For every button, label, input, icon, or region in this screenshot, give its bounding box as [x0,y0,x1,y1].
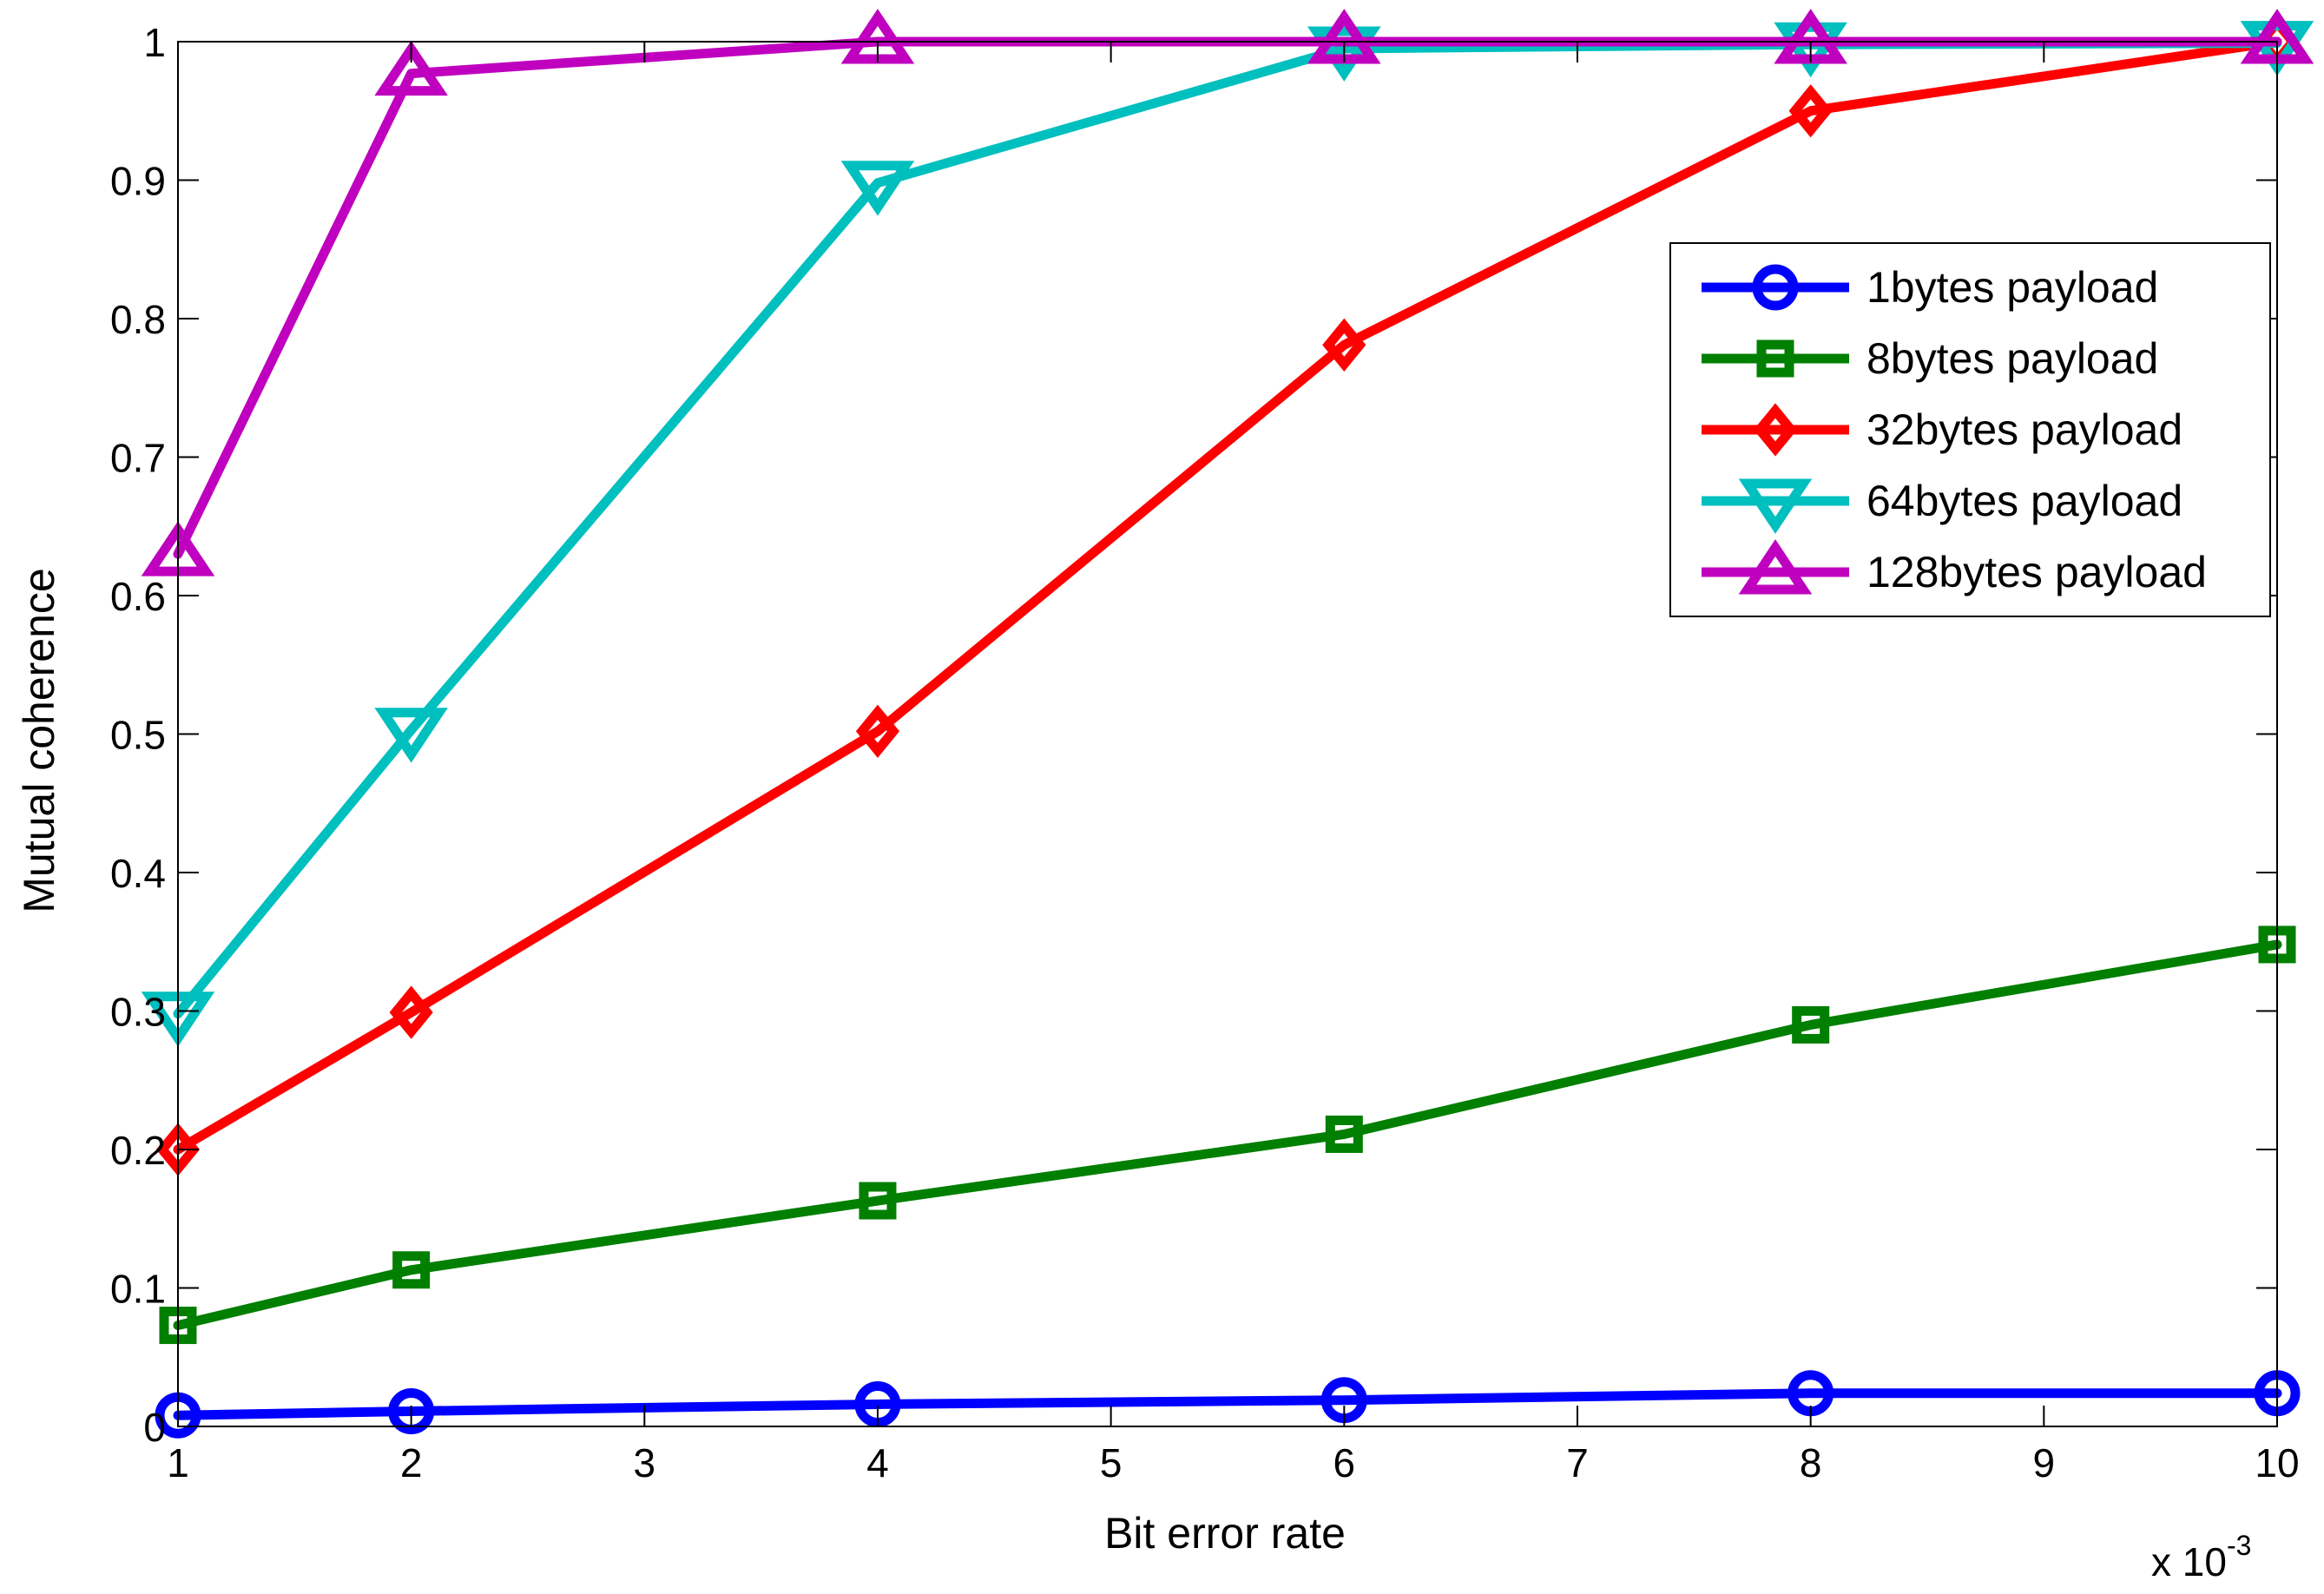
data-point [859,1182,897,1220]
series-line [173,36,2282,1155]
y-tick-label: 0.1 [110,1267,166,1312]
x-tick-label: 2 [400,1440,423,1485]
x-tick-label: 4 [866,1440,889,1485]
data-point [1322,318,1366,372]
legend-swatch-marker [1738,478,1813,534]
legend-label: 64bytes payload [1866,477,2182,525]
legend-swatch-marker [1752,264,1799,311]
legend-label: 8bytes payload [1866,334,2158,383]
x-axis-label: Bit error rate [1104,1509,1346,1558]
legend-item: 8bytes payload [1702,334,2158,383]
x-tick-label: 3 [634,1440,656,1485]
data-point [388,1387,435,1434]
y-tick-label: 0.5 [110,713,166,758]
data-point [392,1251,431,1289]
data-point [1307,26,1381,82]
data-point [855,704,900,758]
legend-label: 32bytes payload [1866,405,2182,454]
x-tick-label: 1 [167,1440,189,1485]
y-tick-label: 0.8 [110,297,166,342]
legend-label: 128bytes payload [1866,548,2207,596]
x-tick-label: 5 [1100,1440,1122,1485]
legend-label: 1bytes payload [1866,263,2158,312]
y-tick-label: 0.7 [110,436,166,481]
y-tick-label: 0.6 [110,574,166,619]
x-axis-multiplier: x 10-3 [2151,1530,2251,1584]
y-tick-label: 1 [143,20,166,65]
data-point [389,985,433,1039]
legend-item: 32bytes payload [1702,403,2182,457]
x-tick-label: 7 [1566,1440,1589,1485]
data-point [1788,84,1833,138]
legend-swatch-marker [1738,539,1813,595]
x-tick-label: 9 [2033,1440,2056,1485]
data-point [1792,1005,1830,1044]
y-axis-label: Mutual coherence [15,568,63,912]
data-point [1774,22,1847,78]
data-point [1325,1115,1363,1153]
y-tick-label: 0.9 [110,159,166,204]
x-axis-multiplier-exponent: -3 [2227,1530,2251,1561]
legend-item: 64bytes payload [1702,477,2182,534]
y-tick-label: 0 [143,1405,166,1450]
legend-item: 1bytes payload [1702,263,2158,312]
legend: 1bytes payload 8bytes payload 32bytes payl… [1669,242,2271,617]
x-tick-label: 8 [1800,1440,1822,1485]
data-point [374,708,448,763]
legend-swatch-marker [1756,339,1794,378]
y-tick-label: 0.2 [110,1128,166,1173]
series-line [173,939,2282,1331]
data-point [374,40,448,96]
series-line [173,1388,2282,1420]
data-point [840,161,915,216]
x-tick-label: 10 [2255,1440,2299,1485]
y-tick-label: 0.4 [110,851,166,896]
x-tick-label: 6 [1333,1440,1356,1485]
axes: 1 2 3 4 5 6 7 8 9 10 0 0.1 0.2 0.3 0.4 0.5 0.6 0.7 0.8 0.9 1 [110,20,2300,1485]
y-tick-label: 0.3 [110,990,166,1035]
legend-swatch-marker [1753,403,1798,457]
x-axis-multiplier-base: x 10 [2151,1539,2227,1584]
legend-item: 128bytes payload [1702,539,2207,596]
